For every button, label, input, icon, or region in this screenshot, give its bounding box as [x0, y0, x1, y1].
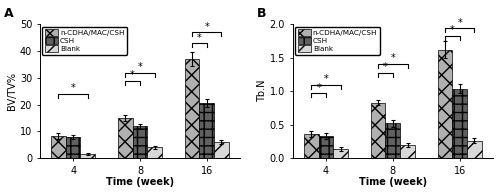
Text: *: * [130, 70, 135, 80]
Text: *: * [324, 74, 328, 84]
Bar [66, 137, 80, 158]
Legend: n-CDHA/MAC/CSH, CSH, Blank: n-CDHA/MAC/CSH, CSH, Blank [42, 27, 127, 55]
Text: *: * [458, 18, 462, 28]
Bar [148, 147, 162, 158]
Bar [371, 103, 386, 158]
Text: *: * [383, 62, 388, 72]
Bar [304, 134, 318, 158]
Legend: n-CDHA/MAC/CSH, CSH, Blank: n-CDHA/MAC/CSH, CSH, Blank [295, 27, 380, 55]
Bar [80, 154, 95, 158]
Text: *: * [450, 25, 454, 35]
Bar [467, 141, 481, 158]
Bar [452, 88, 467, 158]
Y-axis label: Tb.N: Tb.N [257, 80, 267, 102]
X-axis label: Time (week): Time (week) [359, 177, 427, 187]
Bar [318, 136, 334, 158]
Bar [400, 145, 415, 158]
Bar [184, 59, 200, 158]
Text: *: * [197, 33, 202, 43]
Text: *: * [204, 22, 209, 32]
Text: A: A [4, 7, 14, 20]
Bar [118, 118, 132, 158]
Bar [214, 142, 229, 158]
X-axis label: Time (week): Time (week) [106, 177, 174, 187]
Y-axis label: BV/TV%: BV/TV% [7, 72, 17, 110]
Bar [438, 50, 452, 158]
Text: *: * [71, 83, 76, 94]
Bar [334, 149, 348, 158]
Bar [132, 126, 148, 158]
Bar [386, 123, 400, 158]
Text: B: B [256, 7, 266, 20]
Text: *: * [390, 53, 395, 63]
Bar [200, 103, 214, 158]
Bar [51, 136, 66, 158]
Text: *: * [138, 62, 142, 72]
Text: *: * [316, 83, 321, 93]
